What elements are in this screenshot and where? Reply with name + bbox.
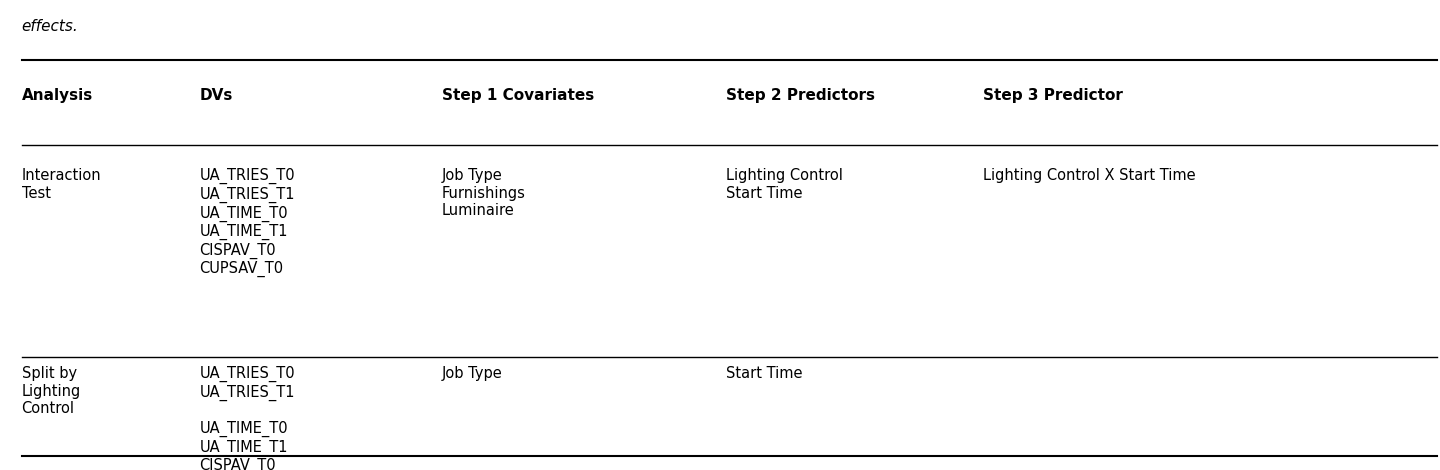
Text: UA_TRIES_T0
UA_TRIES_T1
UA_TIME_T0
UA_TIME_T1
CISPAV_T0
CUPSAV_T0: UA_TRIES_T0 UA_TRIES_T1 UA_TIME_T0 UA_TI… bbox=[200, 168, 295, 277]
Text: Lighting Control
Start Time: Lighting Control Start Time bbox=[726, 168, 844, 201]
Text: Step 3 Predictor: Step 3 Predictor bbox=[984, 87, 1123, 102]
Text: Split by
Lighting
Control: Split by Lighting Control bbox=[22, 366, 81, 416]
Text: DVs: DVs bbox=[200, 87, 233, 102]
Text: effects.: effects. bbox=[22, 18, 78, 33]
Text: Lighting Control X Start Time: Lighting Control X Start Time bbox=[984, 168, 1195, 183]
Text: Interaction
Test: Interaction Test bbox=[22, 168, 101, 201]
Text: UA_TRIES_T0
UA_TRIES_T1

UA_TIME_T0
UA_TIME_T1
CISPAV_T0
CUPSAV_T0: UA_TRIES_T0 UA_TRIES_T1 UA_TIME_T0 UA_TI… bbox=[200, 366, 295, 470]
Text: Analysis: Analysis bbox=[22, 87, 92, 102]
Text: Step 2 Predictors: Step 2 Predictors bbox=[726, 87, 876, 102]
Text: Start Time: Start Time bbox=[726, 366, 804, 381]
Text: Job Type: Job Type bbox=[442, 366, 503, 381]
Text: Step 1 Covariates: Step 1 Covariates bbox=[442, 87, 593, 102]
Text: Job Type
Furnishings
Luminaire: Job Type Furnishings Luminaire bbox=[442, 168, 526, 218]
